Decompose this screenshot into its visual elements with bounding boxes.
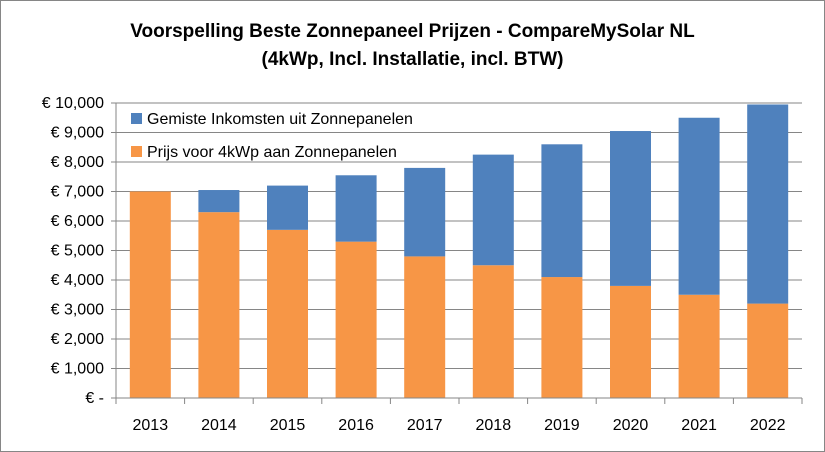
legend-label: Prijs voor 4kWp aan Zonnepanelen: [147, 144, 397, 161]
bar-gemiste-inkomsten-2020: [610, 131, 651, 286]
y-tick-label: € 6,000: [51, 213, 104, 230]
y-tick-label: € 10,000: [42, 95, 104, 112]
bar-gemiste-inkomsten-2022: [747, 104, 789, 304]
bar-prijs-2015: [267, 229, 308, 398]
y-tick-labels: € - € 1,000 € 2,000 € 3,000 € 4,000 € 5,000 € …: [42, 95, 104, 407]
bar-prijs-2020: [610, 285, 651, 398]
bar-prijs-2017: [404, 256, 446, 398]
axes: [111, 102, 803, 404]
bar-prijs-2014: [198, 212, 240, 398]
y-tick-label: € 8,000: [51, 154, 104, 171]
x-tick-label-2020: 2020: [613, 417, 649, 434]
bar-gemiste-inkomsten-2016: [335, 175, 377, 242]
y-tick-label: € 2,000: [51, 331, 104, 348]
bar-gemiste-inkomsten-2019: [541, 144, 583, 278]
y-tick-label: € 5,000: [51, 243, 104, 260]
x-tick-label-2015: 2015: [270, 417, 306, 434]
x-tick-label-2022: 2022: [750, 417, 786, 434]
chart-title-line2: (4kWp, Incl. Installatie, incl. BTW): [261, 49, 564, 70]
bar-gemiste-inkomsten-2018: [472, 154, 514, 266]
y-tick-label: € -: [85, 390, 104, 407]
bar-gemiste-inkomsten-2015: [267, 185, 308, 230]
chart-title-line1: Voorspelling Beste Zonnepaneel Prijzen -…: [130, 21, 695, 42]
x-tick-label-2017: 2017: [407, 417, 443, 434]
bar-prijs-2022: [747, 303, 789, 398]
x-tick-labels: 2013 2014 2015 2016 2017 2018 2019 2020 2021 2022: [133, 417, 786, 434]
bar-gemiste-inkomsten-2014: [198, 190, 240, 213]
y-tick-label: € 1,000: [51, 361, 104, 378]
bar-prijs-2018: [472, 265, 514, 398]
bar-prijs-2013: [129, 191, 171, 398]
bar-gemiste-inkomsten-2021: [678, 117, 720, 295]
legend-swatch: [131, 113, 142, 124]
x-tick-label-2018: 2018: [476, 417, 512, 434]
x-tick-label-2016: 2016: [338, 417, 374, 434]
bar-prijs-2021: [678, 294, 720, 398]
legend-swatch: [131, 146, 142, 157]
x-tick-label-2013: 2013: [133, 417, 169, 434]
x-tick-label-2019: 2019: [544, 417, 580, 434]
bar-gemiste-inkomsten-2017: [404, 167, 446, 257]
legend-label: Gemiste Inkomsten uit Zonnepanelen: [147, 111, 413, 128]
legend: Gemiste Inkomsten uit Zonnepanelen Prijs …: [131, 111, 413, 161]
chart-title: Voorspelling Beste Zonnepaneel Prijzen -…: [0, 18, 825, 74]
x-tick-label-2021: 2021: [681, 417, 717, 434]
y-tick-label: € 7,000: [51, 184, 104, 201]
bar-prijs-2016: [335, 241, 377, 398]
x-tick-label-2014: 2014: [201, 417, 237, 434]
y-tick-label: € 9,000: [51, 125, 104, 142]
y-tick-label: € 3,000: [51, 302, 104, 319]
y-tick-label: € 4,000: [51, 272, 104, 289]
bars: [129, 104, 789, 398]
bar-prijs-2019: [541, 277, 583, 398]
